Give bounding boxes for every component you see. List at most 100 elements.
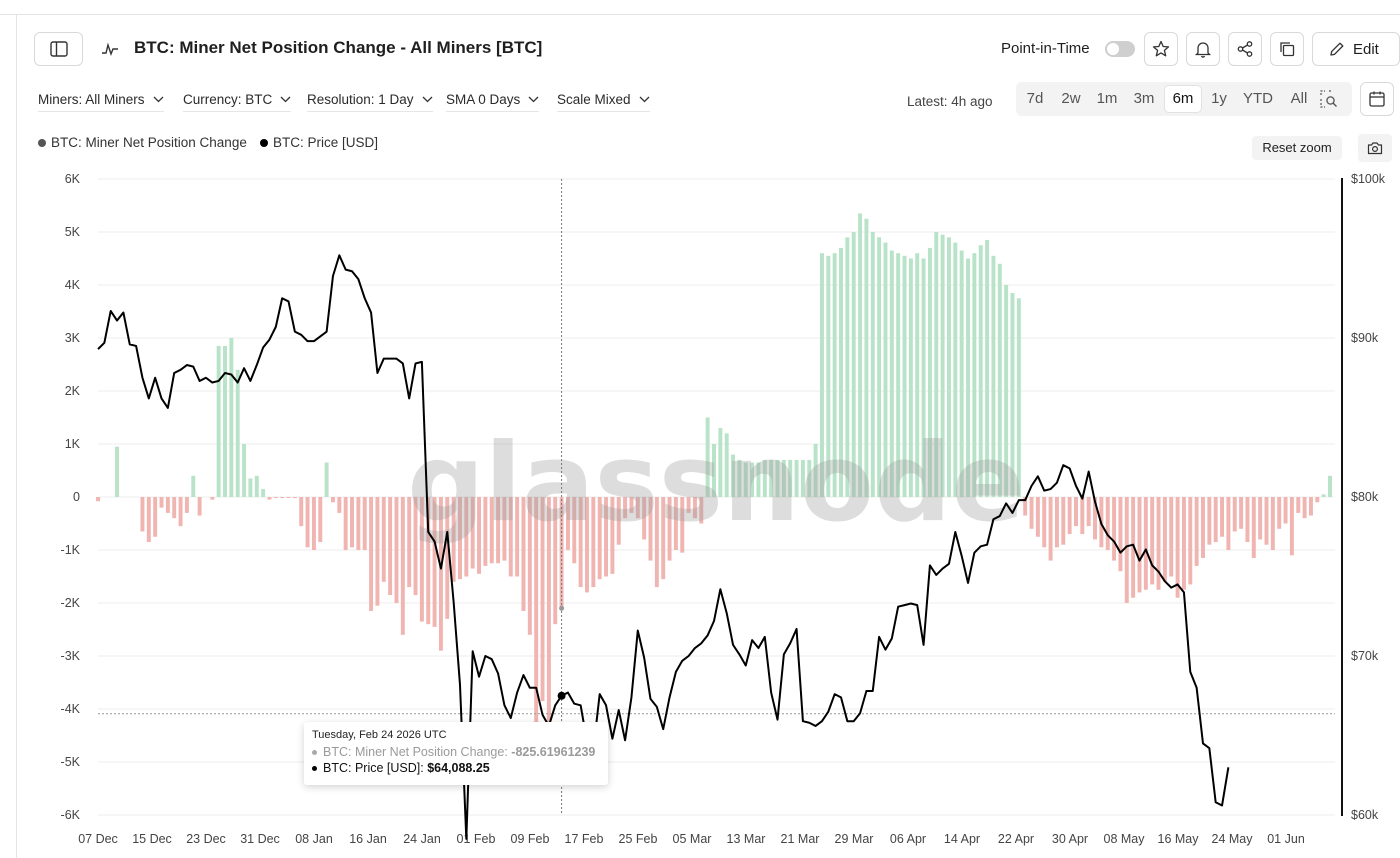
miners-dropdown[interactable]: Miners: All Miners <box>38 92 164 112</box>
bar <box>635 497 640 519</box>
bar <box>1010 292 1015 497</box>
currency-dropdown[interactable]: Currency: BTC <box>183 92 292 112</box>
duplicate-button[interactable] <box>1270 32 1304 66</box>
sidebar-toggle-button[interactable] <box>34 32 83 66</box>
bar <box>1054 497 1059 548</box>
bar <box>1080 497 1085 535</box>
bar <box>1093 497 1097 540</box>
legend-item-position-change[interactable]: BTC: Miner Net Position Change <box>38 135 247 150</box>
edit-label: Edit <box>1353 40 1379 58</box>
bar <box>1156 497 1161 590</box>
bar <box>692 497 697 519</box>
bar <box>673 497 678 550</box>
export-image-button[interactable] <box>1358 134 1392 162</box>
bar <box>210 497 215 500</box>
sma-dropdown[interactable]: SMA 0 Days <box>446 92 540 112</box>
range-7d[interactable]: 7d <box>1026 90 1044 107</box>
bar <box>470 497 475 569</box>
y-left-tick-label: 1K <box>65 437 81 451</box>
scale-dropdown[interactable]: Scale Mixed <box>557 92 650 112</box>
share-icon <box>1237 41 1253 57</box>
bar <box>1232 497 1237 532</box>
bar <box>781 459 786 497</box>
bar <box>705 417 710 497</box>
range-3m[interactable]: 3m <box>1133 90 1155 107</box>
bar <box>286 497 291 498</box>
bar <box>769 459 774 497</box>
bar <box>464 497 469 577</box>
bar <box>178 497 183 527</box>
price-line <box>97 254 1230 840</box>
bar <box>845 237 850 498</box>
bar <box>921 258 926 497</box>
reset-zoom-button[interactable]: Reset zoom <box>1252 136 1342 160</box>
toggle-knob <box>1107 43 1119 55</box>
edit-button[interactable]: Edit <box>1312 32 1400 66</box>
y-right-tick-label: $80k <box>1351 490 1379 504</box>
y-left-tick-label: -1K <box>61 543 81 557</box>
bar <box>788 459 793 497</box>
hover-markers <box>557 605 566 700</box>
bar <box>324 462 329 497</box>
bar <box>445 497 450 619</box>
bar <box>1048 497 1053 561</box>
y-left-tick-label: -4K <box>61 702 81 716</box>
bar <box>280 497 285 499</box>
bar <box>172 497 177 519</box>
legend-item-price[interactable]: BTC: Price [USD] <box>260 135 378 150</box>
range-all[interactable]: All <box>1290 90 1308 107</box>
x-tick-label: 16 May <box>1158 832 1200 846</box>
range-1y[interactable]: 1y <box>1211 90 1227 107</box>
legend-dot <box>38 138 46 147</box>
x-tick-label: 17 Feb <box>565 832 604 846</box>
range-ytd[interactable]: YTD <box>1243 90 1273 107</box>
bar <box>1016 298 1021 497</box>
bar <box>934 232 939 497</box>
bar <box>565 497 570 550</box>
tooltip-dot <box>312 749 317 755</box>
bar <box>1289 497 1294 556</box>
calendar-button[interactable] <box>1360 82 1394 116</box>
bar <box>947 237 951 498</box>
bar <box>1061 497 1066 545</box>
bar <box>438 497 443 651</box>
bar <box>991 255 996 497</box>
tooltip-row-position-change: BTC: Miner Net Position Change: -825.619… <box>312 745 595 759</box>
point-in-time-toggle[interactable] <box>1105 41 1135 57</box>
bar <box>1118 497 1123 572</box>
bar <box>826 255 831 497</box>
x-tick-label: 08 May <box>1104 832 1146 846</box>
tooltip-dot <box>312 765 317 771</box>
bar <box>153 497 158 537</box>
y-left-tick-label: 2K <box>65 384 81 398</box>
zoom-select-button[interactable] <box>1320 90 1340 108</box>
bar <box>908 258 913 497</box>
scale-dropdown-label: Scale Mixed <box>557 92 631 107</box>
x-tick-label: 29 Mar <box>835 832 874 846</box>
bar <box>1067 497 1072 535</box>
resolution-dropdown[interactable]: Resolution: 1 Day <box>307 92 433 112</box>
share-button[interactable] <box>1228 32 1262 66</box>
alert-button[interactable] <box>1186 32 1220 66</box>
x-tick-label: 08 Jan <box>295 832 333 846</box>
x-tick-label: 21 Mar <box>781 832 820 846</box>
bar <box>343 497 348 550</box>
range-6m[interactable]: 6m <box>1165 86 1201 112</box>
bar <box>337 497 342 513</box>
bar <box>381 497 386 582</box>
bar <box>426 497 431 625</box>
latest-update-label: Latest: 4h ago <box>907 94 993 109</box>
sidebar-icon <box>49 41 68 57</box>
x-tick-label: 09 Feb <box>511 832 550 846</box>
range-1m[interactable]: 1m <box>1096 90 1118 107</box>
range-2w[interactable]: 2w <box>1061 90 1081 107</box>
favorite-button[interactable] <box>1144 32 1178 66</box>
bar <box>680 497 685 553</box>
y-left-tick-label: 4K <box>65 278 81 292</box>
bar <box>896 253 901 497</box>
x-tick-label: 01 Feb <box>457 832 496 846</box>
y-right-tick-label: $90k <box>1351 331 1379 345</box>
chevron-down-icon <box>528 96 539 103</box>
bar <box>318 497 323 543</box>
